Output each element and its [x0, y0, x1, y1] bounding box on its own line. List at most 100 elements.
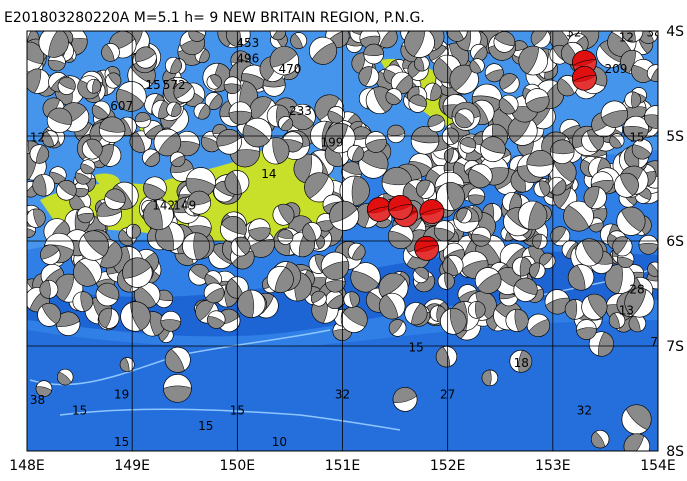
beachball-marker — [481, 369, 499, 387]
beachball-marker — [526, 150, 555, 178]
beachball-marker — [340, 306, 368, 333]
beachball-marker — [32, 173, 55, 197]
beachball-marker — [220, 216, 247, 243]
beachball-marker — [638, 234, 658, 255]
event-depth-label: 15 — [114, 435, 129, 449]
beachball-marker — [363, 43, 384, 65]
beachball-marker — [471, 226, 492, 247]
highlighted-event-marker — [387, 194, 413, 220]
beachball-marker — [459, 137, 477, 154]
event-depth-label: 14 — [261, 167, 276, 181]
beachball-marker — [143, 176, 167, 201]
beachball-marker — [78, 230, 109, 261]
beachball-marker — [325, 290, 344, 310]
beachball-marker — [493, 31, 516, 53]
event-depth-label: 18 — [514, 356, 529, 370]
event-depth-label: 15 — [629, 130, 644, 144]
beachball-marker — [408, 94, 427, 113]
beachball-marker — [269, 45, 299, 76]
beachball-marker — [414, 55, 430, 72]
beachball-marker — [576, 319, 597, 340]
lat-tick-label: 4S — [666, 24, 684, 40]
beachball-marker — [449, 64, 479, 95]
beachball-marker — [347, 144, 365, 163]
highlighted-event-marker — [419, 199, 445, 225]
beachball-marker — [385, 88, 403, 105]
beachball-marker — [223, 76, 242, 95]
beachball-marker — [164, 56, 182, 74]
beachball-marker — [73, 181, 89, 198]
beachball-marker — [505, 308, 529, 332]
beachball-marker — [120, 301, 151, 332]
beachball-marker — [207, 310, 226, 329]
event-depth-label: 15 — [198, 419, 213, 433]
beachball-marker — [343, 291, 360, 308]
beachball-marker — [624, 287, 655, 318]
beachball-marker — [454, 108, 475, 129]
beachball-marker — [621, 31, 644, 43]
event-depth-label: 15 — [146, 78, 161, 92]
beachball-marker — [269, 31, 286, 41]
beachball-marker — [638, 31, 658, 44]
event-depth-label: 15 — [408, 340, 423, 354]
highlighted-event-marker — [366, 197, 392, 222]
beachball-marker — [80, 159, 96, 175]
beachball-marker — [77, 206, 94, 224]
beachball-marker — [81, 138, 103, 160]
beachball-marker — [289, 103, 316, 131]
beachball-marker — [248, 218, 271, 241]
event-depth-label: 32 — [566, 25, 581, 39]
beachball-marker — [188, 31, 206, 42]
event-depth-label: 149 — [173, 199, 196, 213]
beachball-marker — [228, 101, 253, 125]
beachball-marker — [378, 292, 406, 320]
beachball-marker — [339, 175, 370, 206]
beachball-marker — [412, 266, 429, 284]
beachball-marker — [55, 311, 81, 336]
beachball-marker — [631, 138, 653, 160]
event-depth-label: 15 — [72, 403, 87, 417]
beachball-marker — [134, 46, 157, 69]
land-small-island — [95, 173, 120, 188]
beachball-marker — [39, 279, 59, 299]
beachball-marker — [480, 136, 506, 163]
longitude-labels: 148E 149E 150E 151E 152E 153E 154E — [9, 458, 676, 474]
beachball-marker — [498, 94, 519, 115]
beachball-marker — [614, 172, 639, 198]
beachball-marker — [169, 151, 186, 168]
lat-tick-label: 6S — [666, 234, 684, 250]
beachball-marker — [164, 346, 191, 373]
beachball-marker — [469, 58, 485, 74]
beachball-marker — [529, 262, 546, 279]
event-depth-label: 233 — [289, 104, 312, 118]
beachball-marker — [116, 81, 147, 112]
beachball-marker — [600, 100, 628, 128]
beachball-marker — [151, 99, 171, 119]
contour-line — [59, 408, 401, 431]
beachball-marker — [46, 107, 73, 134]
beachball-marker — [544, 289, 570, 315]
highlighted-event-marker — [571, 65, 597, 91]
event-depth-label: 607 — [110, 99, 133, 113]
beachball-marker — [623, 433, 651, 451]
beachball-marker — [163, 373, 192, 403]
lon-tick-label: 150E — [220, 458, 256, 474]
beachball-marker — [105, 72, 122, 89]
highlighted-event-marker — [414, 235, 440, 261]
beachball-marker — [72, 291, 94, 312]
beachball-marker — [203, 282, 225, 304]
beachball-marker — [278, 116, 294, 132]
beachball-marker — [388, 319, 407, 337]
beachball-marker — [525, 88, 550, 113]
beachball-marker — [27, 41, 45, 73]
lat-tick-label: 8S — [666, 444, 684, 460]
lon-tick-label: 151E — [325, 458, 361, 474]
event-depth-label: 496 — [236, 52, 259, 66]
beachball-marker — [502, 192, 523, 213]
beachball-marker — [588, 217, 604, 233]
beachball-marker — [38, 31, 69, 58]
beachball-marker — [266, 265, 294, 293]
